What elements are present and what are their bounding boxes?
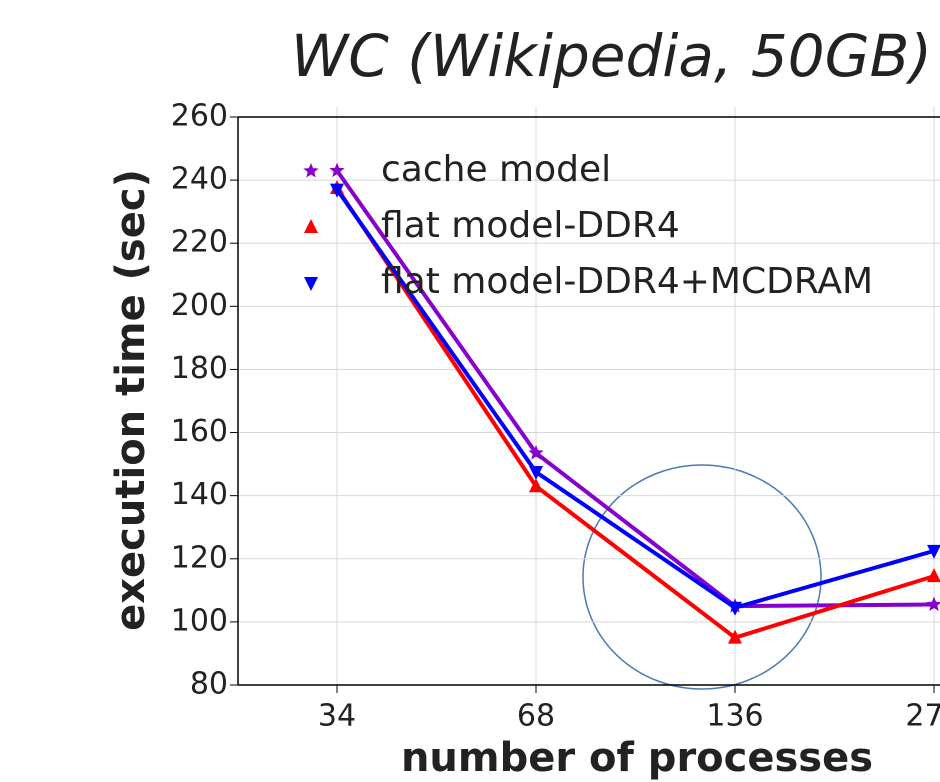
x-axis-label: number of processes (401, 735, 873, 781)
data-point (330, 183, 344, 198)
data-point (927, 544, 940, 559)
y-tick-label: 80 (190, 667, 228, 702)
x-tick-label: 68 (517, 699, 555, 734)
highlight-circle (582, 464, 822, 690)
y-tick-label: 240 (171, 162, 228, 197)
data-point (529, 478, 543, 493)
y-tick-label: 160 (171, 414, 228, 449)
legend-label: flat model-DDR4 (381, 205, 680, 246)
y-tick-label: 100 (171, 603, 228, 638)
data-point (529, 466, 543, 480)
legend-marker (303, 163, 319, 178)
data-point (728, 629, 742, 644)
series-line (335, 188, 935, 610)
series-line (335, 186, 935, 640)
y-axis-label: execution time (sec) (108, 169, 154, 631)
data-point (926, 596, 940, 612)
y-tick-label: 140 (171, 477, 228, 512)
y-tick-label: 220 (171, 225, 228, 260)
x-tick-label: 272 (905, 699, 940, 734)
y-tick-label: 180 (171, 351, 228, 386)
y-tick-label: 120 (171, 540, 228, 575)
data-point (329, 162, 345, 178)
legend-label: flat model-DDR4+MCDRAM (381, 261, 873, 302)
chart-title: WC (Wikipedia, 50GB) (291, 22, 932, 90)
legend-marker (304, 219, 318, 233)
data-point (528, 445, 544, 460)
y-tick-label: 260 (171, 99, 228, 134)
x-tick-label: 34 (318, 699, 356, 734)
y-tick-label: 200 (171, 288, 228, 323)
legend-label: cache model (381, 149, 611, 190)
x-tick-label: 136 (706, 699, 763, 734)
data-point (927, 568, 940, 583)
data-point (728, 601, 742, 616)
legend-marker (304, 277, 318, 291)
